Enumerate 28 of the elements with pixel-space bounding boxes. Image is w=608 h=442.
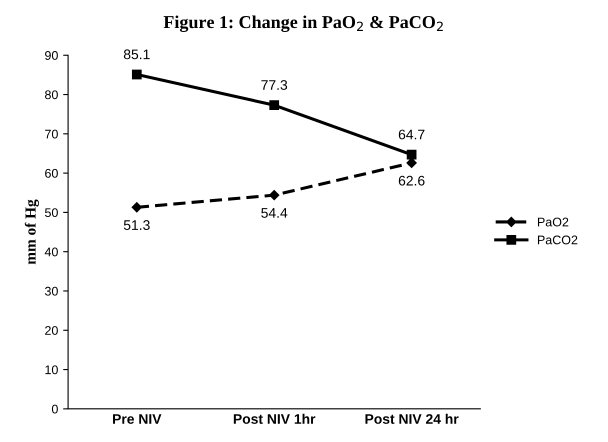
data-label: 85.1: [124, 49, 150, 60]
legend-label: PaO2: [538, 218, 568, 226]
x-tick-label: Post NIV 24 hr: [365, 414, 458, 424]
y-tick-label: 0: [52, 404, 58, 414]
data-label: 54.4: [261, 208, 288, 218]
y-tick-label: 60: [45, 168, 58, 178]
point: [269, 100, 280, 110]
point: [406, 150, 416, 160]
y-tick-label: 70: [45, 130, 58, 138]
data-label: 64.7: [398, 130, 424, 140]
x-tick-label: Post NIV 1hr: [234, 414, 316, 424]
point: [132, 202, 142, 212]
y-tick-label: 80: [45, 90, 58, 100]
y-tick-label: 50: [44, 208, 58, 218]
y-tick-label: 40: [44, 247, 58, 256]
point: [269, 190, 280, 200]
y-tick-label: 90: [45, 51, 58, 60]
y-tick-label: 10: [45, 365, 58, 374]
y-tick-label: 20: [45, 326, 58, 335]
chart-title: Figure 1: Change in PaO$_{2}$ & PaCO$_{2}$: [164, 15, 443, 32]
y-axis-title: mm of Hg: [24, 200, 39, 264]
point: [132, 70, 142, 80]
legend-label: PaCO2: [538, 236, 578, 244]
y-tick-label: 30: [44, 286, 58, 296]
data-label: 62.6: [398, 176, 425, 186]
data-label: 51.3: [124, 220, 150, 230]
x-tick-label: Pre NIV: [113, 414, 162, 424]
data-label: 77.3: [261, 80, 288, 90]
